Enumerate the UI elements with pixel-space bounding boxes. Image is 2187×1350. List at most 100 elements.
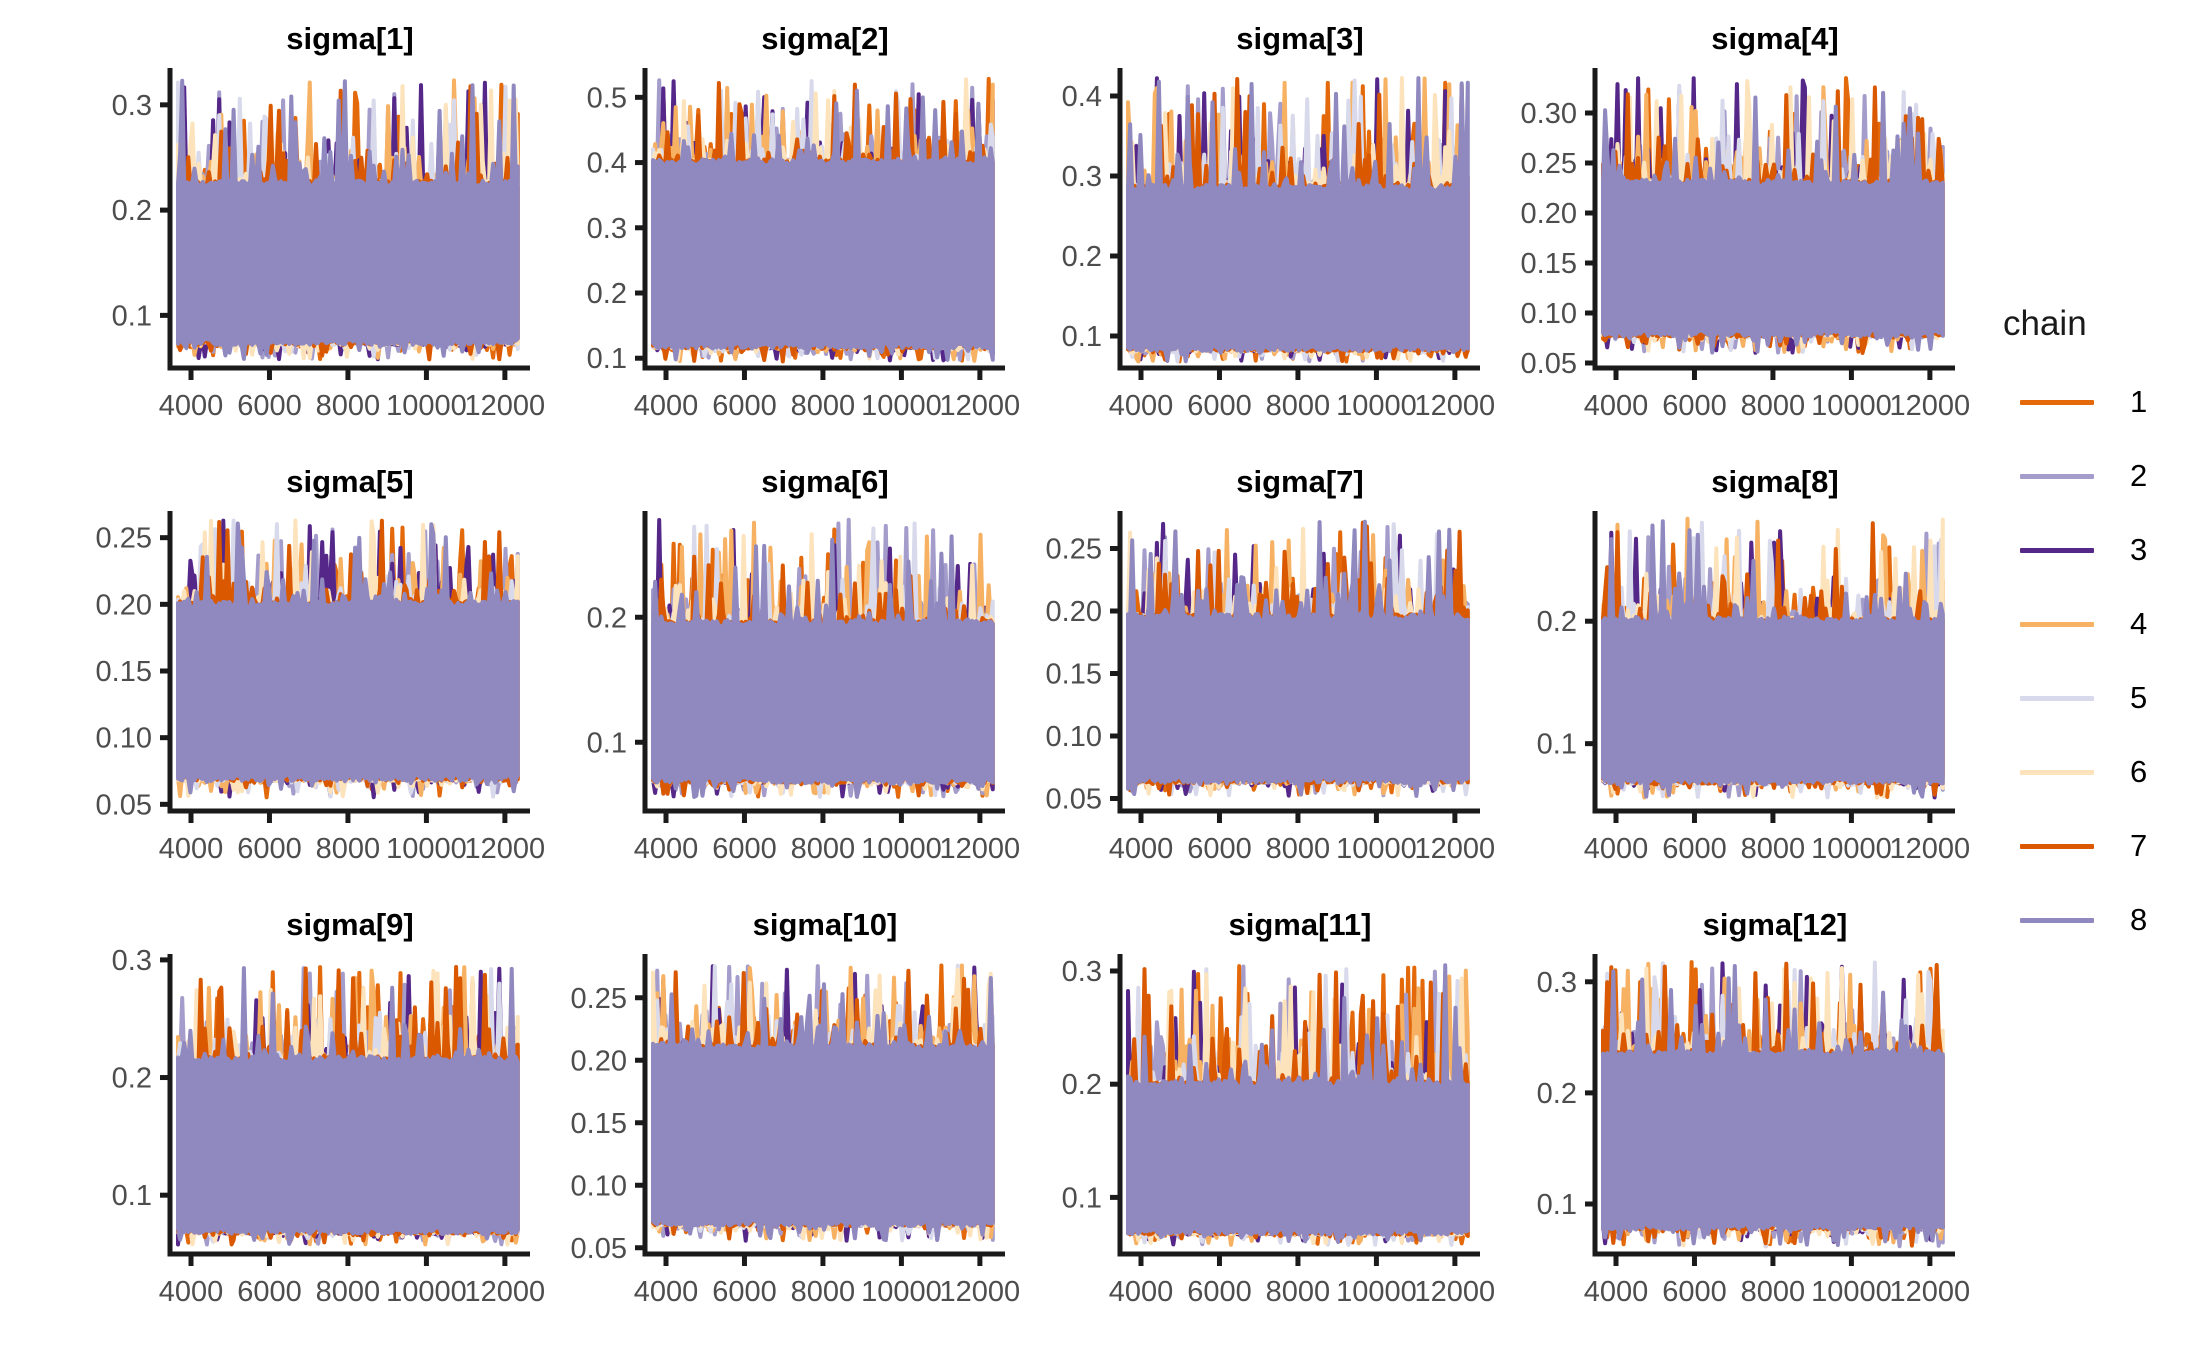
trace-plot-svg: 0.05 0.10 0.15 0.20 0.25 4000 6000 8000 10000120… <box>96 511 545 865</box>
x-tick-label: 10000 <box>1811 390 1892 422</box>
y-tick-label: 0.10 <box>1046 721 1102 753</box>
legend-entry-chain-6: 6 <box>1985 735 2185 809</box>
trace-lines <box>651 76 995 364</box>
panel-title: sigma[2] <box>761 21 889 56</box>
x-tick-label: 12000 <box>1415 390 1495 422</box>
trace-lines <box>176 965 520 1247</box>
x-tick-label: 8000 <box>1266 390 1331 422</box>
axis-lines <box>1117 954 1480 1257</box>
y-tick-label: 0.3 <box>112 90 152 122</box>
y-tick-label: 0.20 <box>1521 198 1577 230</box>
x-tick-label: 6000 <box>1662 833 1727 865</box>
x-tick-label: 10000 <box>861 833 942 865</box>
y-tick-label: 0.2 <box>1537 1078 1577 1110</box>
x-tick-label: 8000 <box>791 390 856 422</box>
x-tick-label: 10000 <box>1811 1276 1892 1308</box>
y-tick-label: 0.3 <box>1537 967 1577 999</box>
chain-8-trace <box>1601 519 1945 799</box>
x-tick-label: 12000 <box>940 833 1020 865</box>
y-tick-label: 0.05 <box>571 1233 627 1265</box>
x-tick-label: 4000 <box>1584 833 1649 865</box>
chain-8-trace <box>651 534 995 799</box>
x-tick-label: 4000 <box>159 390 224 422</box>
x-tick-label: 10000 <box>1336 390 1417 422</box>
trace-lines <box>1126 519 1470 798</box>
axis-lines <box>1592 68 1955 371</box>
trace-panel-sigma-12: sigma[12] 0.1 0.2 0.3 4000 6000 8000 10000 1200… <box>1495 900 1970 1343</box>
y-tick-label: 0.2 <box>112 195 152 227</box>
legend-entry-chain-4: 4 <box>1985 587 2185 661</box>
y-tick-label: 0.25 <box>96 523 152 555</box>
legend-label: 6 <box>2130 754 2148 789</box>
trace-panel-sigma-3: sigma[3] 0.1 0.2 0.3 0.4 4000 6000 8000 10000 12… <box>1020 14 1495 457</box>
trace-plot-svg: 0.05 0.10 0.15 0.20 0.25 4000 6000 8000 10000120… <box>1046 511 1495 865</box>
y-tick-label: 0.4 <box>587 148 627 180</box>
trace-plot-svg: 0.05 0.10 0.15 0.20 0.25 4000 6000 8000 10000120… <box>571 954 1020 1308</box>
x-tick-label: 6000 <box>1662 390 1727 422</box>
x-tick-label: 4000 <box>1109 1276 1174 1308</box>
y-tick-label: 0.3 <box>587 213 627 245</box>
axis-lines <box>167 511 530 814</box>
x-tick-label: 6000 <box>1662 1276 1727 1308</box>
trace-panel-grid: sigma[1] 0.1 0.2 0.3 4000 6000 8000 10000 12000… <box>70 14 1970 1343</box>
trace-panel-sigma-10: sigma[10] 0.05 0.10 0.15 0.20 0.25 4000 6000 80… <box>545 900 1020 1343</box>
panel-title: sigma[11] <box>1228 907 1372 942</box>
chain-legend: chain 1 2 3 4 5 6 7 8 <box>1985 303 2185 957</box>
x-tick-label: 8000 <box>1741 833 1806 865</box>
legend-entry-chain-3: 3 <box>1985 513 2185 587</box>
trace-lines <box>1601 960 1945 1249</box>
panel-title: sigma[9] <box>286 907 414 942</box>
y-tick-label: 0.1 <box>112 300 152 332</box>
panel-title: sigma[1] <box>286 21 414 56</box>
chain-8-trace <box>1126 519 1470 798</box>
legend-entry-chain-7: 7 <box>1985 809 2185 883</box>
y-tick-label: 0.1 <box>587 727 627 759</box>
legend-line-swatch <box>2020 695 2094 701</box>
legend-entry-chain-1: 1 <box>1985 365 2185 439</box>
x-tick-label: 6000 <box>237 390 302 422</box>
y-tick-label: 0.05 <box>1521 348 1577 380</box>
chain-8-trace <box>1126 963 1470 1244</box>
trace-panel-sigma-5: sigma[5] 0.05 0.10 0.15 0.20 0.25 4000 6000 800… <box>70 457 545 900</box>
y-tick-label: 0.10 <box>571 1170 627 1202</box>
y-tick-label: 0.15 <box>1046 659 1102 691</box>
x-tick-label: 10000 <box>1336 833 1417 865</box>
trace-panel-sigma-2: sigma[2] 0.1 0.2 0.3 0.4 0.5 4000 6000 8000 1000… <box>545 14 1020 457</box>
x-tick-label: 12000 <box>940 390 1020 422</box>
legend-line-swatch <box>2020 399 2094 405</box>
panel-title: sigma[7] <box>1236 464 1364 499</box>
trace-plot-svg: 0.05 0.10 0.15 0.20 0.25 0.30 4000 6000 8000 1000… <box>1521 68 1970 422</box>
x-tick-label: 6000 <box>712 390 777 422</box>
legend-line-swatch <box>2020 769 2094 775</box>
trace-lines <box>176 78 520 362</box>
trace-lines <box>176 518 520 800</box>
panel-title: sigma[12] <box>1702 907 1848 942</box>
chain-8-trace <box>176 966 520 1246</box>
x-tick-label: 10000 <box>1336 1276 1417 1308</box>
x-tick-label: 10000 <box>861 1276 942 1308</box>
axis-lines <box>642 954 1005 1257</box>
trace-lines <box>1601 76 1945 355</box>
legend-label: 5 <box>2130 680 2148 715</box>
y-tick-label: 0.20 <box>1046 596 1102 628</box>
x-tick-label: 4000 <box>634 390 699 422</box>
y-tick-label: 0.2 <box>112 1063 152 1095</box>
panel-title: sigma[8] <box>1711 464 1839 499</box>
chain-8-trace <box>176 78 520 361</box>
y-tick-label: 0.2 <box>587 278 627 310</box>
x-tick-label: 8000 <box>791 833 856 865</box>
x-tick-label: 6000 <box>1187 833 1252 865</box>
legend-label: 1 <box>2130 384 2148 419</box>
legend-line-swatch <box>2020 917 2094 923</box>
x-tick-label: 10000 <box>386 1276 467 1308</box>
panel-title: sigma[10] <box>752 907 898 942</box>
x-tick-label: 12000 <box>1890 1276 1970 1308</box>
x-tick-label: 8000 <box>1266 1276 1331 1308</box>
